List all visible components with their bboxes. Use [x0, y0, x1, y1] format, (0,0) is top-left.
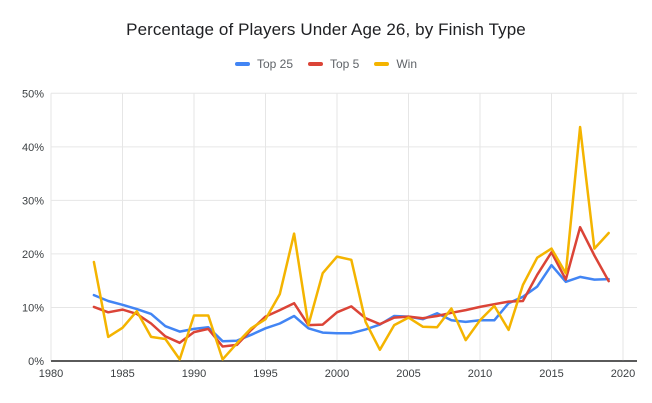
chart-legend: Top 25 Top 5 Win — [0, 57, 652, 71]
svg-text:1980: 1980 — [39, 368, 63, 380]
legend-item-top5: Top 5 — [308, 57, 359, 71]
svg-text:1995: 1995 — [253, 368, 277, 380]
svg-text:0%: 0% — [28, 356, 44, 368]
svg-text:20%: 20% — [22, 249, 44, 261]
svg-text:2000: 2000 — [325, 368, 349, 380]
svg-text:2010: 2010 — [468, 368, 492, 380]
legend-item-top25: Top 25 — [234, 57, 293, 71]
legend-swatch-top5-icon — [308, 62, 323, 66]
svg-text:2015: 2015 — [539, 368, 563, 380]
svg-text:30%: 30% — [22, 195, 44, 207]
svg-text:1990: 1990 — [182, 368, 206, 380]
svg-text:2020: 2020 — [611, 368, 635, 380]
legend-swatch-top25-icon — [234, 62, 250, 66]
svg-text:50%: 50% — [22, 88, 44, 100]
svg-text:10%: 10% — [22, 302, 44, 314]
svg-text:1985: 1985 — [110, 368, 134, 380]
svg-text:2005: 2005 — [396, 368, 420, 380]
legend-label-win: Win — [396, 57, 418, 71]
legend-label-top25: Top 25 — [256, 57, 293, 71]
svg-text:40%: 40% — [22, 142, 44, 154]
legend-label-top5: Top 5 — [330, 57, 360, 71]
legend-item-win: Win — [374, 57, 417, 71]
chart-title: Percentage of Players Under Age 26, by F… — [126, 20, 526, 39]
legend-swatch-win-icon — [374, 62, 390, 66]
